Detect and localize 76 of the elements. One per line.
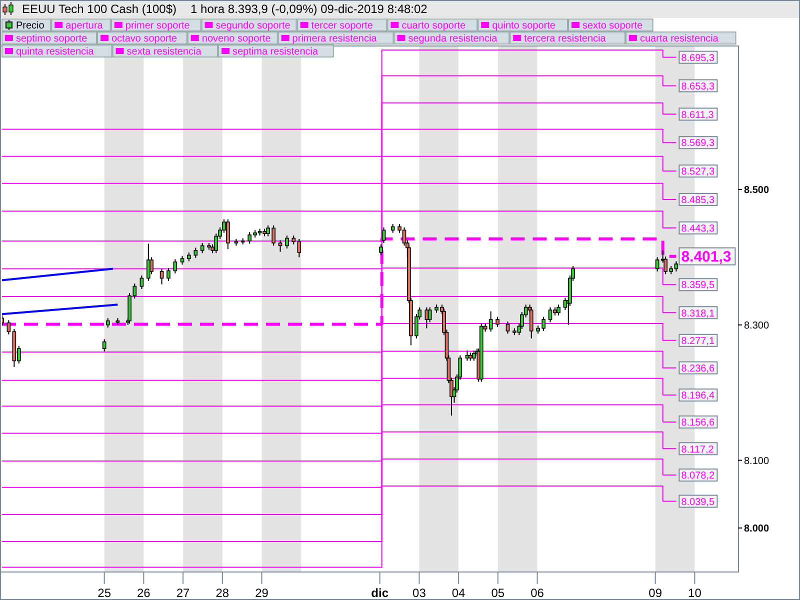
legend-label: segundo soporte [216,20,291,32]
y-tick-label: 8.100 [744,456,770,467]
candlestick [102,338,106,352]
data-label: 8.156,6 [681,418,716,429]
chart-subtitle: 1 hora 8.393,9 (-0,09%) 09-dic-2019 8:48:02 [190,2,428,16]
x-tick-label: 09 [648,586,662,600]
candlestick [529,306,534,339]
x-tick-label: 29 [255,586,269,600]
legend-label: tercera resistencia [524,34,606,44]
data-label: 8.401,3 [681,248,732,266]
legend-label: quinta resistencia [16,46,94,58]
data-label: 8.443,3 [681,224,716,234]
candlestick [200,242,204,254]
legend-label: cuarta resistencia [640,34,719,44]
candlestick [548,306,552,323]
candlestick [194,247,198,258]
data-label: 8.277,1 [681,336,716,348]
legend-label: noveno soporte [202,34,272,44]
legend-label: cuarto soporte [402,20,466,32]
data-label: 8.318,1 [681,308,716,320]
data-label: 8.485,3 [681,195,716,206]
x-tick-label: 28 [216,586,230,600]
candlestick [160,268,164,285]
candlestick [297,238,302,258]
candlestick [488,310,493,332]
candlestick [166,268,170,282]
x-tick-label: 04 [452,586,466,600]
x-tick-label: 26 [137,586,151,600]
candlestick [285,235,289,249]
legend-label: primera resistencia [292,34,378,44]
candlestick [506,321,510,334]
candlestick [6,320,11,335]
data-label: 8.078,2 [681,470,716,482]
x-tick-label: 25 [98,586,112,600]
candlestick [226,218,230,250]
chart-title: EEUU Tech 100 Cash (100$) [22,2,177,16]
candlestick [278,240,282,252]
candlestick [106,318,110,328]
data-label: 8.359,5 [681,280,716,292]
x-tick-label: 27 [176,586,190,600]
y-tick-label: 8.500 [744,185,770,196]
legend-label: sexto soporte [582,20,643,32]
x-tick-label: dic [371,586,389,600]
data-label: 8.039,5 [681,496,716,508]
y-tick-label: 8.300 [744,320,770,332]
data-label: 8.117,2 [681,444,714,456]
candlestick [496,316,500,328]
data-label: 8.527,3 [681,166,716,178]
candlestick [382,226,386,244]
legend-label: octavo soporte [112,34,178,44]
x-tick-label: 03 [412,586,426,600]
x-tick-label: 05 [491,586,505,600]
data-label: 8.569,3 [681,138,716,150]
legend-label: tercer soporte [311,20,374,32]
legend-label: apertura [66,20,104,32]
data-label: 8.611,3 [681,110,714,121]
legend-label: septima resistencia [232,46,319,58]
legend-label: primer soporte [125,20,190,32]
legend-label: septimo soporte [16,34,88,44]
legend-label: Precio [16,20,45,32]
legend-label: segunda resistencia [408,34,498,44]
legend-label: sexta resistencia [126,46,202,58]
data-label: 8.236,6 [681,363,716,374]
candlestick [655,256,660,272]
candlestick [428,306,432,323]
data-label: 8.653,3 [681,81,716,92]
y-tick-label: 8.000 [744,523,770,534]
candlestick [173,258,178,274]
x-tick-label: 06 [530,586,544,600]
data-label: 8.196,4 [681,390,716,402]
candlestick [556,304,560,316]
x-tick-label: 10 [688,586,702,600]
candlestick [150,256,154,275]
legend-label: quinto soporte [492,20,556,32]
data-label: 8.695,3 [681,52,716,64]
candlestick [379,244,383,256]
